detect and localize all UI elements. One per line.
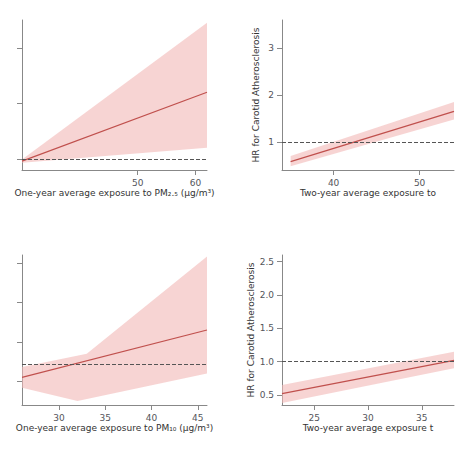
svg-text:0.5: 0.5 [260, 390, 274, 400]
svg-text:45: 45 [192, 413, 203, 423]
svg-text:HR for Carotid Atherosclerosis: HR for Carotid Atherosclerosis [251, 27, 261, 162]
svg-text:30: 30 [362, 413, 374, 423]
svg-text:Two-year average exposure to: Two-year average exposure to [299, 188, 437, 198]
svg-text:1.0: 1.0 [260, 357, 275, 367]
svg-text:2.0: 2.0 [260, 290, 275, 300]
svg-text:2: 2 [268, 90, 274, 100]
svg-text:3: 3 [268, 43, 274, 53]
svg-text:HR for Carotid Atherosclerosis: HR for Carotid Atherosclerosis [246, 262, 256, 397]
svg-text:1.5: 1.5 [260, 323, 274, 333]
svg-text:40: 40 [146, 413, 158, 423]
svg-text:1: 1 [268, 137, 274, 147]
svg-text:40: 40 [328, 178, 340, 188]
svg-text:35: 35 [100, 413, 111, 423]
svg-text:One-year average exposure to P: One-year average exposure to PM₁₀ (μg/m³… [16, 423, 213, 433]
svg-text:60: 60 [190, 178, 202, 188]
svg-text:30: 30 [53, 413, 65, 423]
svg-text:50: 50 [132, 178, 144, 188]
svg-text:One-year average exposure to P: One-year average exposure to PM₂.₅ (μg/m… [14, 188, 214, 198]
svg-text:2.5: 2.5 [260, 257, 274, 267]
svg-text:50: 50 [414, 178, 426, 188]
svg-text:25: 25 [309, 413, 320, 423]
svg-text:35: 35 [416, 413, 427, 423]
svg-text:Two-year average exposure t: Two-year average exposure t [302, 423, 434, 433]
